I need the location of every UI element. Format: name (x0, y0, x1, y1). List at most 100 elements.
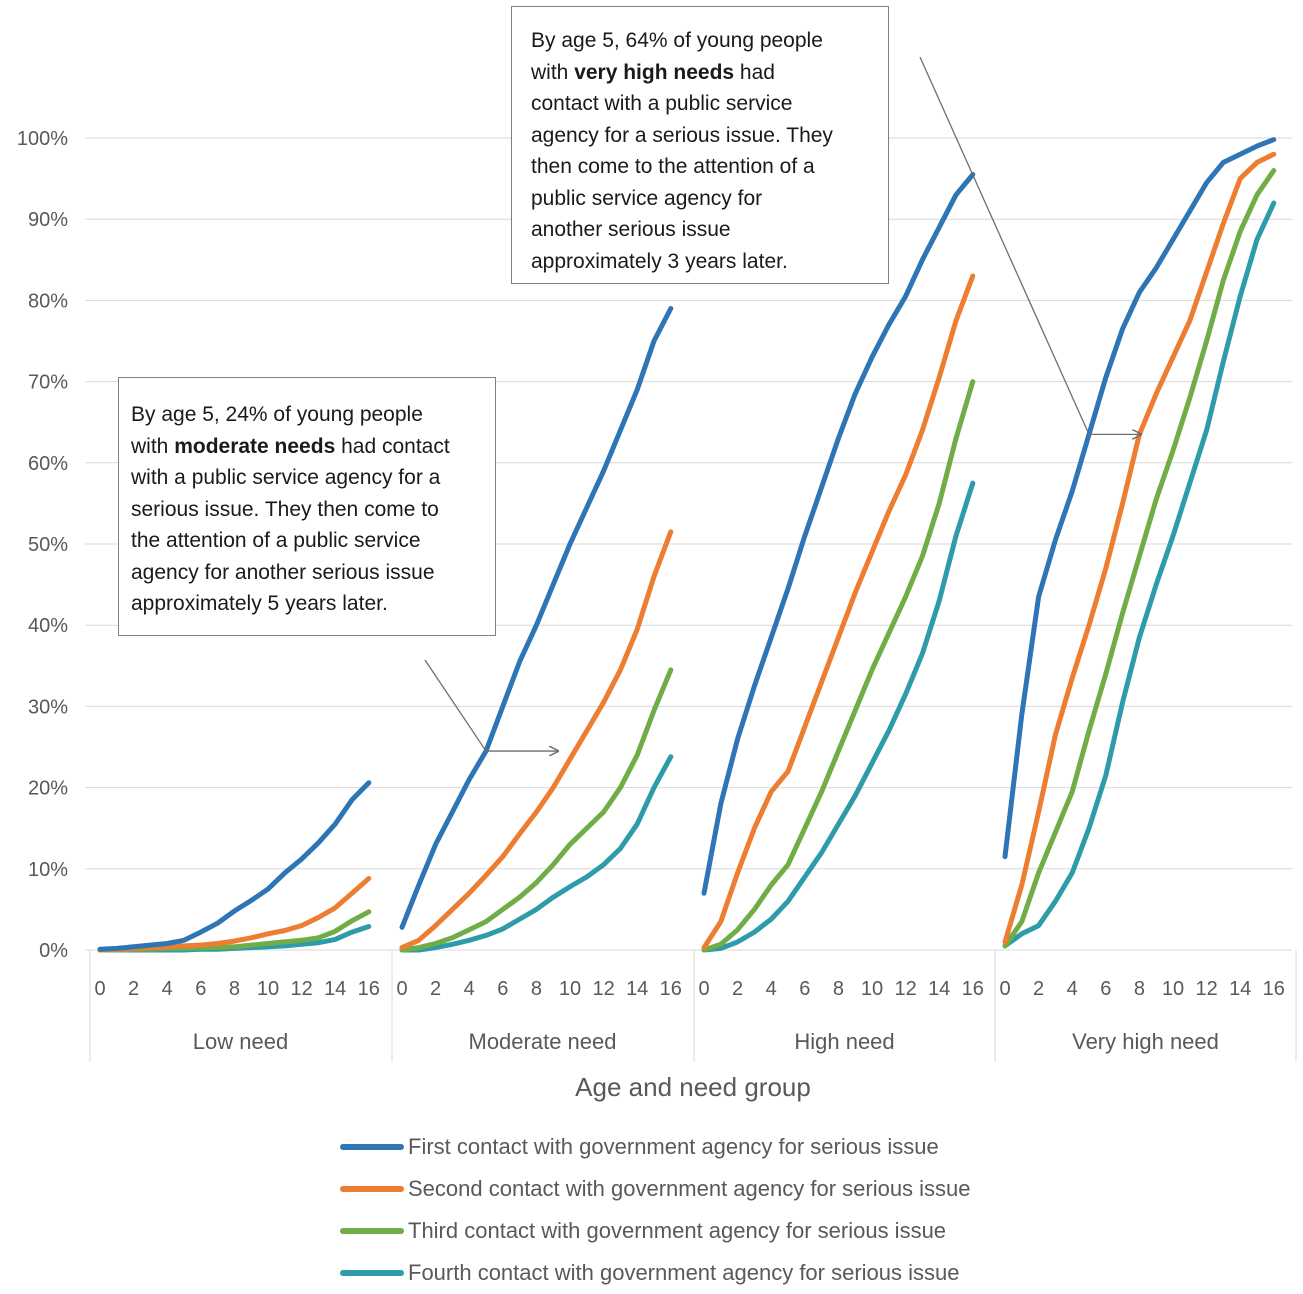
callout-text: then come to the attention of a (531, 155, 815, 178)
legend-label-third-contact: Third contact with government agency for… (408, 1218, 947, 1243)
x-tick-label: 10 (559, 978, 581, 1000)
callout-line: then come to the attention of a (531, 151, 878, 183)
callout-line: with moderate needs had contact (131, 431, 485, 463)
series-line-very-high-need-third-contact (1002, 168, 1277, 949)
x-tick-label: 10 (1162, 978, 1184, 1000)
series-line-moderate-need-fourth-contact (399, 754, 674, 953)
x-tick-label: 0 (396, 978, 407, 1000)
x-tick-label: 8 (229, 978, 240, 1000)
pointer-line-very-high-need (919, 56, 1090, 435)
series-line-high-need-third-contact (701, 379, 976, 953)
callout-text: By age 5, 64% of young people (531, 29, 823, 52)
y-tick-label: 0% (39, 940, 68, 962)
x-tick-label: 6 (1100, 978, 1111, 1000)
x-tick-label: 6 (799, 978, 810, 1000)
callout-emphasis: very high needs (574, 60, 735, 84)
legend-item-fourth-contact: Fourth contact with government agency fo… (340, 1252, 1100, 1294)
legend-item-first-contact: First contact with government agency for… (340, 1126, 1100, 1168)
callout-line: By age 5, 64% of young people (531, 25, 878, 57)
callout-text: with a public service agency for a (131, 466, 441, 489)
y-tick-label: 30% (28, 696, 68, 718)
callout-text: with (131, 434, 175, 458)
series-line-moderate-need-third-contact (399, 667, 674, 953)
callout-text: approximately 5 years later. (131, 592, 388, 615)
series-line-high-need-first-contact (701, 172, 976, 896)
x-tick-label: 2 (732, 978, 743, 1000)
x-tick-label: 6 (497, 978, 508, 1000)
pointer-line-moderate-need (424, 659, 487, 752)
x-tick-label: 16 (358, 978, 380, 1000)
x-tick-label: 4 (1067, 978, 1078, 1000)
callout-text: had (734, 60, 775, 84)
series-line-low-need-first-contact (97, 780, 372, 952)
callout-text: agency for a serious issue. They (531, 123, 833, 147)
legend-label-second-contact: Second contact with government agency fo… (408, 1176, 971, 1201)
callout-line: serious issue. They then come to (131, 494, 485, 526)
y-tick-label: 60% (28, 453, 68, 475)
series-line-moderate-need-second-contact (399, 529, 674, 951)
callout-line: with very high needs had (531, 57, 878, 89)
x-tick-label: 8 (833, 978, 844, 1000)
x-tick-label: 4 (464, 978, 475, 1000)
group-label-moderate-need: Moderate need (469, 1029, 617, 1054)
callout-line: the attention of a public service (131, 525, 485, 557)
callout-text: another serious issue (531, 218, 731, 241)
series-line-moderate-need-first-contact (399, 306, 674, 930)
y-tick-label: 40% (28, 615, 68, 637)
callout-line: with a public service agency for a (131, 462, 485, 494)
y-tick-label: 100% (17, 128, 68, 150)
x-tick-label: 4 (162, 978, 173, 1000)
x-tick-label: 2 (430, 978, 441, 1000)
callout-text: the attention of a public service (131, 529, 421, 552)
callout-text: By age 5, 24% of young people (131, 403, 423, 426)
group-label-high-need: High need (794, 1029, 894, 1054)
annotation-pointers (424, 56, 1141, 752)
x-tick-label: 0 (94, 978, 105, 1000)
legend-swatch-fourth-contact (340, 1270, 404, 1276)
callout-line: approximately 5 years later. (131, 588, 485, 620)
x-tick-label: 12 (290, 978, 312, 1000)
y-tick-label: 80% (28, 290, 68, 312)
legend-label-fourth-contact: Fourth contact with government agency fo… (408, 1260, 960, 1285)
callout-line: contact with a public service (531, 88, 878, 120)
legend-item-second-contact: Second contact with government agency fo… (340, 1168, 1100, 1210)
x-tick-label: 12 (894, 978, 916, 1000)
x-tick-label: 0 (999, 978, 1010, 1000)
callout-line: By age 5, 24% of young people (131, 399, 485, 431)
callout-line: public service agency for (531, 183, 878, 215)
x-tick-label: 16 (962, 978, 984, 1000)
group-label-very-high-need: Very high need (1072, 1029, 1219, 1054)
x-tick-label: 10 (257, 978, 279, 1000)
callout-line: approximately 3 years later. (531, 246, 878, 278)
x-tick-label: 4 (766, 978, 777, 1000)
callout-text: public service agency for (531, 186, 763, 210)
x-tick-label: 16 (660, 978, 682, 1000)
x-tick-label: 14 (1229, 978, 1251, 1000)
x-tick-label: 0 (698, 978, 709, 1000)
x-tick-label: 14 (928, 978, 950, 1000)
x-tick-label: 12 (592, 978, 614, 1000)
y-tick-label: 70% (28, 372, 68, 394)
callout-line: agency for a serious issue. They (531, 120, 878, 152)
x-tick-label: 12 (1195, 978, 1217, 1000)
x-tick-label: 2 (1033, 978, 1044, 1000)
y-tick-label: 10% (28, 859, 68, 881)
x-tick-label: 8 (1134, 978, 1145, 1000)
legend-swatch-first-contact (340, 1144, 404, 1150)
callout-line: agency for another serious issue (131, 557, 485, 589)
callout-text: approximately 3 years later. (531, 249, 788, 273)
x-tick-label: 10 (861, 978, 883, 1000)
x-axis-title: Age and need group (575, 1072, 811, 1102)
legend-item-third-contact: Third contact with government agency for… (340, 1210, 1100, 1252)
legend-swatch-second-contact (340, 1186, 404, 1192)
y-tick-label: 50% (28, 534, 68, 556)
callout-text: agency for another serious issue (131, 560, 435, 584)
callout-text: with (531, 60, 575, 84)
y-tick-label: 20% (28, 778, 68, 800)
x-tick-label: 14 (626, 978, 648, 1000)
y-tick-label: 90% (28, 209, 68, 231)
callout-text: contact with a public service (531, 92, 793, 115)
group-label-low-need: Low need (193, 1029, 288, 1054)
series-line-very-high-need-fourth-contact (1002, 200, 1277, 949)
